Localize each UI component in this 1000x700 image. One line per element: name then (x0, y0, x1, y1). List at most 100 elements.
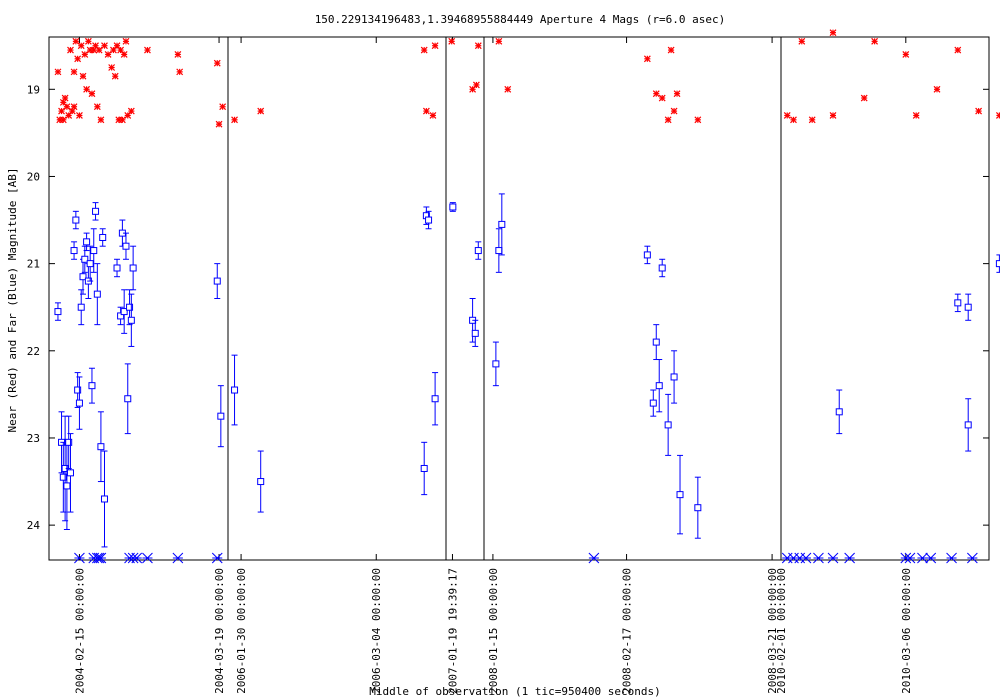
far-marker (670, 373, 678, 381)
near-point-d2 (783, 112, 791, 119)
far-marker (117, 312, 125, 320)
time-marker (74, 552, 85, 564)
far-point (492, 341, 500, 387)
far-marker (652, 338, 660, 346)
near-point-d2 (422, 107, 430, 115)
near-point-d2 (871, 37, 879, 45)
near-point-d2 (420, 46, 428, 54)
near-point (127, 107, 135, 115)
near-point-d2 (95, 46, 103, 54)
y-tick-label: 21 (27, 258, 40, 271)
far-marker (122, 242, 130, 250)
near-point-d2 (67, 46, 74, 54)
far-marker (449, 203, 457, 211)
near-point (652, 90, 660, 98)
far-point (431, 372, 439, 426)
near-point-d2 (231, 116, 238, 124)
far-point (213, 263, 221, 299)
far-marker (127, 316, 135, 324)
near-point (70, 103, 78, 111)
near-point-d2 (504, 85, 512, 93)
near-point-d2 (108, 64, 116, 71)
far-point (995, 254, 1000, 273)
near-point-d2 (213, 59, 221, 67)
near-point-d2 (61, 94, 69, 102)
far-point (100, 450, 108, 548)
far-point (120, 289, 128, 334)
time-marker (967, 552, 978, 564)
time-marker (800, 552, 812, 564)
near-point (829, 29, 837, 37)
near-point-d2 (667, 46, 675, 54)
near-point-d2 (74, 55, 82, 63)
near-point (54, 68, 62, 76)
near-point-d2 (933, 85, 941, 93)
near-point-d2 (59, 116, 67, 124)
near-point-d2 (790, 116, 797, 124)
near-point (81, 51, 89, 58)
near-point-d2 (144, 46, 151, 54)
x-tick-label: 2006-03-04 00:00:00 (370, 568, 383, 694)
near-point-d2 (860, 94, 868, 102)
far-marker (59, 473, 67, 481)
far-point (495, 228, 503, 273)
far-point (88, 367, 96, 404)
far-point (93, 263, 101, 326)
near-point-d2 (120, 51, 128, 58)
near-point-d2 (174, 51, 182, 58)
near-point (790, 116, 797, 124)
far-marker (425, 216, 433, 224)
near-point (101, 42, 108, 50)
far-point (99, 228, 107, 247)
far-point (964, 398, 972, 452)
near-point-d2 (77, 42, 85, 50)
near-point (472, 81, 480, 89)
time-marker (813, 552, 824, 564)
near-point (673, 90, 681, 98)
far-marker (474, 247, 482, 255)
far-marker (964, 421, 972, 429)
near-point-d2 (257, 107, 265, 115)
near-point-d2 (673, 90, 681, 98)
far-point (92, 202, 100, 221)
near-point (643, 55, 651, 63)
near-point-d2 (101, 42, 108, 50)
near-point (77, 42, 85, 50)
far-point (664, 393, 672, 456)
far-marker (86, 260, 94, 268)
near-point-d2 (219, 103, 227, 111)
far-point (694, 476, 702, 539)
near-point (108, 64, 116, 71)
near-point (474, 42, 482, 50)
near-point-d2 (670, 107, 678, 115)
near-point (74, 55, 82, 63)
time-marker (844, 552, 855, 564)
far-marker (655, 382, 663, 390)
near-point (58, 107, 65, 115)
chart-title: 150.229134196483,1.39468955884449 Apertu… (315, 13, 726, 26)
far-marker (54, 308, 62, 316)
x-tick-label: 2008-02-17 00:00:00 (621, 568, 634, 694)
x-tick-label: 2010-02-01 00:00:00 (775, 568, 788, 694)
near-point-d2 (117, 46, 125, 54)
near-point-d2 (474, 42, 482, 50)
near-point (104, 51, 112, 58)
near-point (92, 42, 99, 50)
far-point (90, 228, 98, 273)
near-point (122, 37, 130, 45)
time-marker (904, 552, 916, 564)
near-point-d2 (912, 112, 920, 119)
far-marker (649, 399, 657, 407)
far-point (676, 454, 684, 535)
near-point-d2 (798, 37, 806, 45)
far-point (83, 232, 91, 252)
near-point-d2 (495, 37, 503, 45)
time-marker (95, 552, 107, 564)
far-point (72, 210, 80, 230)
x-tick-label: 2008-03-21 00:00:00 (766, 568, 779, 694)
far-point (835, 389, 843, 435)
near-point (664, 116, 672, 124)
near-point (59, 116, 67, 124)
near-point (902, 51, 910, 58)
time-marker (588, 552, 600, 564)
